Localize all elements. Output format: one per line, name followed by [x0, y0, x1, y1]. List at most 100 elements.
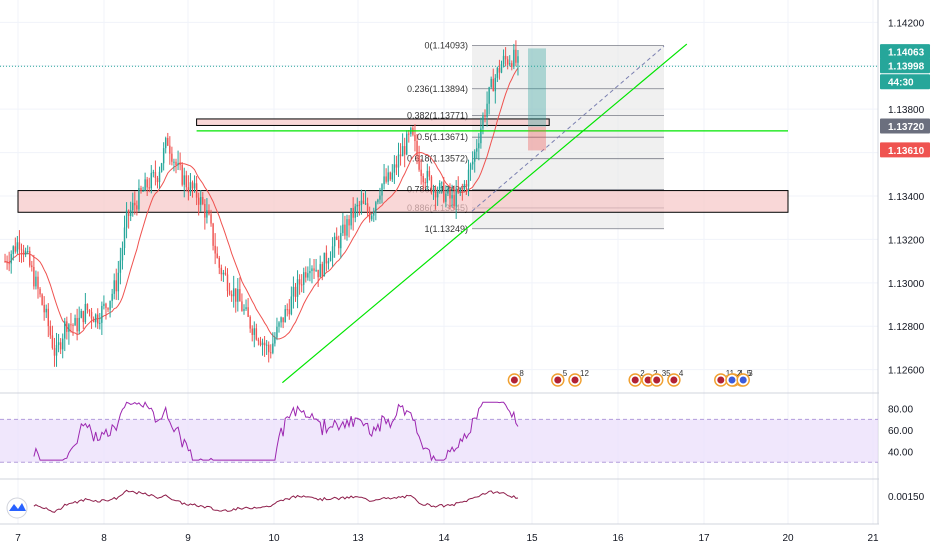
candle-body: [389, 172, 391, 180]
candle-body: [82, 311, 85, 323]
candle-body: [20, 249, 23, 251]
candle-body: [366, 203, 369, 212]
candle-body: [84, 303, 87, 323]
candle-body: [383, 176, 385, 185]
rsi-tick-label: 60.00: [888, 426, 913, 437]
candle-body: [401, 146, 404, 157]
trendline: [282, 43, 688, 384]
event-count: 35: [662, 369, 671, 378]
tradingview-logo[interactable]: [6, 497, 28, 519]
rsi-band: [0, 419, 878, 463]
candle-body: [105, 303, 107, 309]
candle-body: [78, 317, 80, 332]
price-tick-label: 1.13800: [888, 105, 925, 116]
candle-body: [53, 347, 56, 356]
event-flag-icon-center: [510, 376, 518, 384]
candle-body: [49, 326, 52, 336]
candle-body: [197, 197, 200, 205]
position-tool[interactable]: [528, 48, 546, 151]
economic-events[interactable]: 851222354114523: [507, 369, 753, 387]
candle-body: [416, 140, 418, 156]
candle-body: [377, 199, 379, 203]
oscillator-panel[interactable]: [33, 489, 519, 513]
candle-body: [303, 272, 305, 285]
candle-body: [134, 202, 136, 206]
candle-body: [247, 307, 249, 317]
time-tick-label: 13: [352, 533, 364, 544]
candle-body: [43, 304, 45, 313]
price-tick-label: 1.12800: [888, 322, 925, 333]
candle-body: [10, 254, 12, 264]
projection-line: [471, 45, 665, 212]
candle-body: [441, 182, 443, 184]
candle-body: [461, 188, 464, 190]
candle-body: [504, 55, 507, 60]
candle-body: [61, 338, 64, 350]
candle-body: [181, 164, 183, 185]
supply-demand-zones[interactable]: [17, 118, 789, 213]
candle-body: [132, 202, 134, 211]
candle-body: [422, 175, 424, 183]
fib-level-label: 1(1.13249): [424, 224, 468, 234]
trendlines[interactable]: [196, 43, 788, 384]
candle-body: [298, 279, 301, 285]
candle-body: [513, 49, 515, 67]
candle-body: [183, 175, 185, 185]
candle-body: [245, 307, 247, 310]
candle-body: [119, 260, 122, 273]
candle-body: [220, 267, 223, 275]
candle-body: [309, 270, 311, 274]
candle-body: [370, 215, 373, 220]
time-tick-label: 20: [782, 533, 794, 544]
candle-body: [473, 151, 476, 162]
candle-body: [222, 272, 225, 275]
time-tick-label: 7: [15, 533, 21, 544]
candle-body: [117, 272, 120, 292]
time-tick-label: 9: [185, 533, 191, 544]
candle-body: [18, 242, 21, 250]
candle-body: [218, 257, 220, 268]
candle-body: [14, 246, 17, 252]
candle-body: [333, 236, 336, 247]
candle-body: [144, 179, 146, 191]
candlesticks: [4, 40, 519, 367]
candle-body: [459, 188, 462, 192]
rsi-tick-label: 80.00: [888, 405, 913, 416]
fib-level-label: 0.236(1.13894): [407, 84, 468, 94]
time-axis[interactable]: 7 8 9 10 13 14 15 16 17 20 21: [15, 533, 879, 544]
candle-body: [430, 176, 433, 193]
event-flag-icon-center: [644, 376, 652, 384]
rsi-panel[interactable]: [0, 401, 878, 463]
candle-body: [447, 188, 449, 194]
event-count: 12: [580, 369, 589, 378]
candle-body: [434, 188, 437, 198]
candle-body: [230, 294, 233, 297]
price-tick-label: 1.13400: [888, 192, 925, 203]
price-label-text: 1.13610: [888, 146, 925, 157]
time-tick-label: 10: [268, 533, 280, 544]
candle-body: [179, 162, 181, 165]
candle-body: [243, 309, 245, 311]
candle-body: [57, 342, 60, 346]
candle-body: [103, 303, 105, 306]
price-label-badge: [880, 142, 930, 158]
price-label-text: 44:30: [888, 78, 914, 89]
candle-body: [270, 352, 272, 354]
candle-body: [325, 252, 328, 264]
candle-body: [45, 308, 47, 313]
candle-body: [311, 268, 313, 271]
candle-body: [362, 200, 365, 204]
candle-body: [150, 172, 153, 189]
candle-body: [414, 134, 416, 141]
candle-body: [284, 309, 286, 323]
candle-body: [70, 324, 72, 326]
candle-body: [492, 78, 494, 92]
event-count: 5: [747, 369, 752, 378]
candle-body: [267, 344, 270, 353]
candle-body: [329, 257, 332, 262]
candle-body: [399, 154, 402, 157]
candle-body: [35, 276, 37, 287]
